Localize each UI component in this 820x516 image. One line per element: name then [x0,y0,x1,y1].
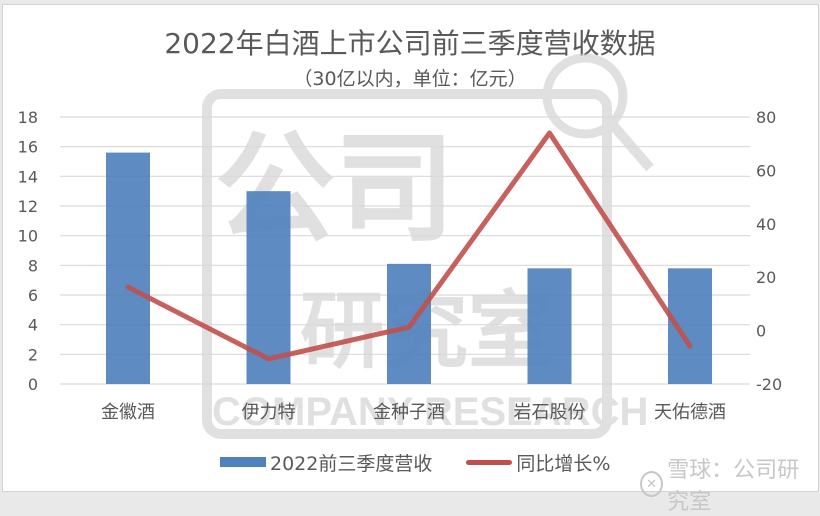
category-label: 金种子酒 [373,402,445,423]
left-tick-label: 0 [28,375,38,394]
category-label: 岩石股份 [514,402,586,423]
combo-chart: 公司 研究室 COMPANY RESEARCH 024681012141618 … [18,53,782,439]
line-series [125,130,693,362]
right-tick-label: 0 [756,322,766,341]
x-axis-categories: 金徽酒 伊力特 金种子酒 岩石股份 天佑德酒 [101,402,726,423]
left-tick-label: 6 [28,286,38,305]
left-axis: 0 2 4 6 8 10 12 14 16 18 [18,108,38,394]
right-axis: -20 0 20 40 60 80 [756,108,782,394]
right-tick-label: 80 [756,108,776,127]
line-swatch-icon [466,459,513,465]
legend: 2022前三季度营收 同比增长% [220,449,610,475]
legend-item-growth: 同比增长% [466,449,610,476]
svg-text:COMPANY RESEARCH: COMPANY RESEARCH [212,390,648,434]
bar-swatch-icon [220,457,266,467]
left-tick-label: 12 [18,197,38,216]
left-tick-label: 14 [18,167,38,186]
left-tick-label: 4 [28,316,38,335]
left-tick-label: 2 [28,345,38,364]
brand-watermark: ✕ 雪球：公司研究室 [640,452,820,516]
left-tick-label: 16 [18,138,38,157]
right-tick-label: 20 [756,268,776,287]
bar-series [106,152,712,384]
growth-line [125,130,693,362]
legend-label-revenue: 2022前三季度营收 [270,452,433,475]
category-label: 金徽酒 [101,402,155,423]
chart-subtitle: （30亿以内，单位：亿元） [293,68,527,90]
right-tick-label: -20 [756,375,782,394]
legend-item-revenue: 2022前三季度营收 [220,449,432,476]
left-tick-label: 8 [28,256,38,275]
bar [106,152,150,384]
bar [527,268,572,384]
right-tick-label: 60 [756,161,776,180]
snowball-logo-icon: ✕ [640,471,664,497]
right-tick-label: 40 [756,215,776,234]
brand-label: 雪球：公司研究室 [667,458,800,515]
left-tick-label: 18 [18,108,38,127]
left-tick-label: 10 [18,227,38,246]
category-label: 天佑德酒 [654,402,726,423]
legend-label-growth: 同比增长% [516,452,611,475]
chart-title: 2022年白酒上市公司前三季度营收数据 [164,27,656,60]
category-label: 伊力特 [242,402,296,423]
